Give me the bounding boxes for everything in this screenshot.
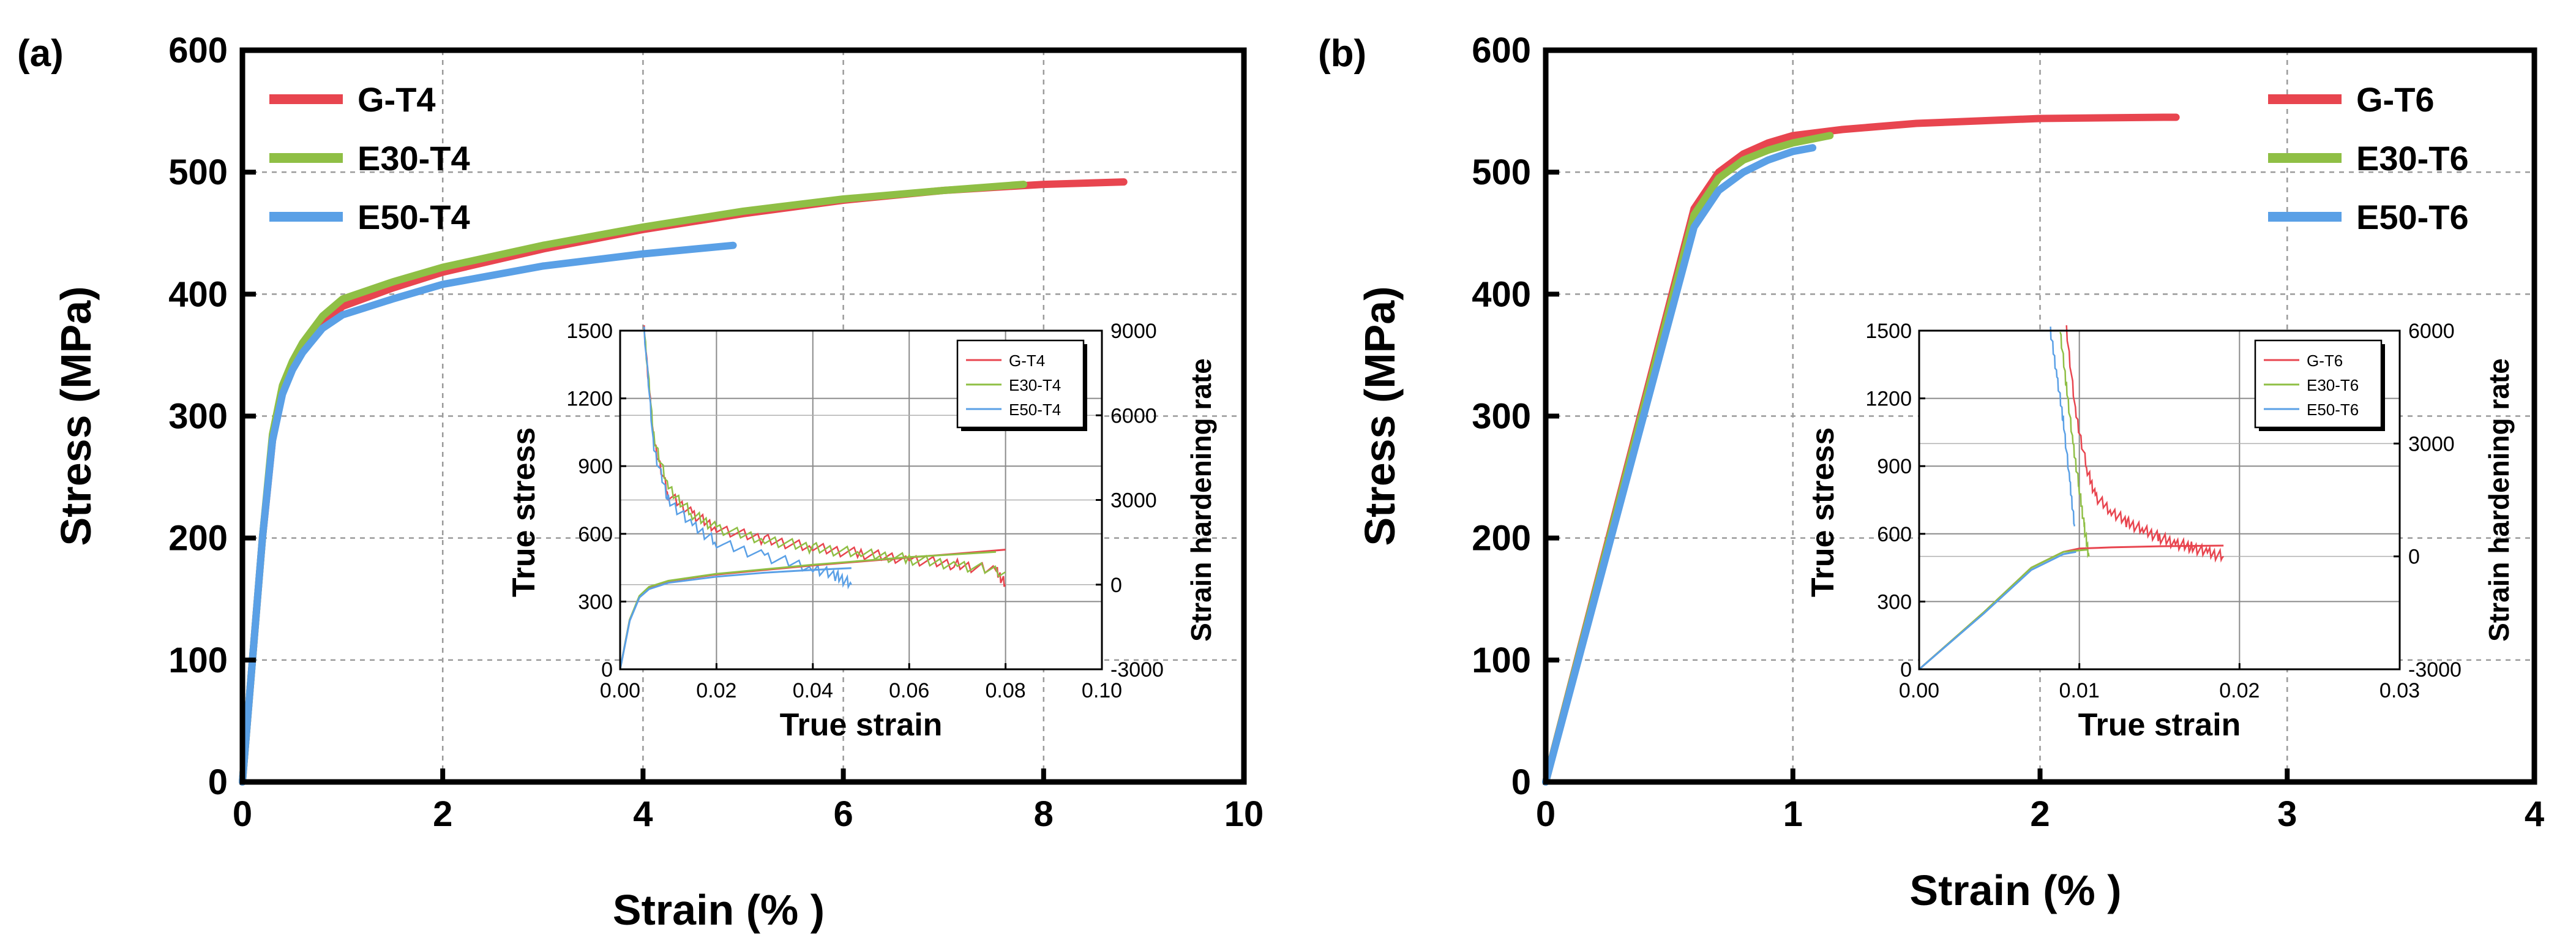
series-line-e50-t6	[1542, 144, 1817, 786]
legend: G-T4 E30-T4 E50-T4	[269, 80, 470, 236]
inset-y-tick-label: 1500	[566, 320, 613, 343]
inset-legend-label: G-T6	[2307, 351, 2343, 370]
x-tick-label: 4	[2525, 794, 2544, 834]
inset-hardening-line-e50-t6	[2050, 326, 2076, 527]
y-tick-label: 600	[1472, 31, 1531, 70]
inset-hardening-line-e50-t4	[643, 326, 852, 590]
inset-x-tick-label: 0.03	[2379, 679, 2420, 702]
y-axis-title: Stress (MPa)	[1356, 286, 1404, 546]
inset-x-tick-label: 0.06	[889, 679, 929, 702]
inset-legend-label: E30-T4	[1009, 376, 1061, 394]
y-tick-label: 200	[1472, 519, 1531, 558]
x-tick-label: 2	[433, 794, 452, 834]
legend-label: G-T4	[358, 80, 436, 119]
inset-x-tick-label: 0.02	[696, 679, 736, 702]
x-tick-label: 3	[2277, 794, 2297, 834]
inset-hardening-line-g-t6	[2065, 325, 2225, 563]
inset-y-axis-title: True stress	[1805, 427, 1841, 598]
inset-frame	[1918, 329, 2401, 671]
y-tick-label: 500	[168, 152, 228, 192]
x-tick-label: 8	[1034, 794, 1054, 834]
legend-label: E50-T4	[358, 198, 470, 236]
inset-x-tick-label: 0.10	[1082, 679, 1122, 702]
inset-y-axis-title: True stress	[506, 427, 542, 598]
legend-label: E30-T6	[2356, 139, 2469, 178]
inset-legend-label: E50-T6	[2307, 400, 2359, 419]
inset-stress-line-e50-t6	[1919, 550, 2076, 671]
x-tick-label: 10	[1224, 794, 1264, 834]
inset-y2-tick-label: 0	[2408, 546, 2420, 569]
inset-chart: 0.00 0.02 0.04 0.06 0.08 0.10 0 300 600 900 1200 15…	[506, 320, 1217, 743]
legend-label: G-T6	[2356, 80, 2435, 119]
inset-y-tick-label: 1500	[1865, 320, 1912, 343]
x-tick-label: 1	[1783, 794, 1803, 834]
y-tick-label: 400	[1472, 274, 1531, 314]
y-tick-label: 500	[1472, 152, 1531, 192]
inset-y-tick-label: 600	[578, 523, 613, 546]
inset-y-tick-label: 300	[1877, 590, 1912, 614]
inset-y2-tick-label: 6000	[2408, 320, 2455, 343]
legend-label: E50-T6	[2356, 198, 2469, 236]
inset-y2-tick-label: 3000	[2408, 432, 2455, 456]
inset-y2-tick-label: 3000	[1110, 489, 1157, 513]
inset-y2-tick-label: 9000	[1110, 320, 1157, 343]
inset-x-axis-title: True strain	[780, 707, 943, 743]
series-line-e30-t6	[1542, 132, 1834, 786]
x-tick-label: 6	[833, 794, 853, 834]
inset-x-tick-label: 0.02	[2219, 679, 2260, 702]
inset-x-tick-label: 0.08	[986, 679, 1026, 702]
inset-y-tick-label: 900	[578, 455, 613, 478]
inset-y-tick-label: 900	[1877, 455, 1912, 478]
inset-y2-tick-label: 6000	[1110, 404, 1157, 427]
x-tick-label: 2	[2030, 794, 2050, 834]
x-tick-label: 0	[233, 794, 252, 834]
inset-x-axis-title: True strain	[2078, 707, 2241, 743]
legend-label: E30-T4	[358, 139, 470, 178]
y-tick-label: 400	[168, 274, 228, 314]
y-tick-label: 200	[168, 519, 228, 558]
y-tick-label: 300	[1472, 397, 1531, 437]
inset-y-tick-label: 600	[1877, 523, 1912, 546]
inset-y2-tick-label: -3000	[1110, 658, 1164, 682]
y-axis-title: Stress (MPa)	[52, 286, 100, 546]
y-tick-label: 600	[168, 31, 228, 70]
y-tick-label: 100	[168, 641, 228, 680]
panel-label: (a)	[17, 32, 64, 75]
inset-legend-label: G-T4	[1009, 351, 1045, 370]
inset-y-tick-label: 1200	[566, 388, 613, 411]
legend: G-T6 E30-T6 E50-T6	[2268, 80, 2469, 236]
y-tick-label: 100	[1472, 641, 1531, 680]
inset-y2-axis-title: Strain hardening rate	[2483, 358, 2515, 642]
panel-b: 0 1 2 3 4 0 100 200 300 400 500 600 Stress (MPa) Stra…	[1318, 31, 2544, 914]
inset-y-tick-label: 0	[1900, 658, 1912, 682]
inset-y-tick-label: 0	[601, 658, 613, 682]
y-tick-label: 0	[1511, 762, 1531, 802]
inset-stress-line-e50-t4	[619, 567, 852, 670]
inset-legend-label: E50-T4	[1009, 400, 1061, 419]
inset-y-tick-label: 1200	[1865, 388, 1912, 411]
inset-x-tick-label: 0.00	[1899, 679, 1939, 702]
inset-hardening-line-e30-t6	[2059, 331, 2090, 558]
inset-legend-label: E30-T6	[2307, 376, 2359, 394]
panel-label: (b)	[1318, 32, 1366, 75]
inset-y2-axis-title: Strain hardening rate	[1185, 358, 1217, 642]
inset-y2-tick-label: 0	[1110, 574, 1122, 597]
x-tick-label: 4	[633, 794, 653, 834]
inset-y2-tick-label: -3000	[2408, 658, 2462, 682]
y-tick-label: 300	[168, 397, 228, 437]
inset-chart: 0.00 0.01 0.02 0.03 0 300 600 900 1200 1500 -3000 0…	[1805, 320, 2515, 743]
x-tick-label: 0	[1536, 794, 1556, 834]
x-axis-title: Strain (% )	[613, 886, 825, 934]
y-tick-label: 0	[208, 762, 228, 802]
inset-x-tick-label: 0.04	[793, 679, 833, 702]
inset-y-tick-label: 300	[578, 590, 613, 614]
inset-x-tick-label: 0.00	[600, 679, 640, 702]
series-line-e50-t4	[239, 241, 737, 786]
x-axis-title: Strain (% )	[1909, 866, 2121, 914]
inset-x-tick-label: 0.01	[2059, 679, 2100, 702]
